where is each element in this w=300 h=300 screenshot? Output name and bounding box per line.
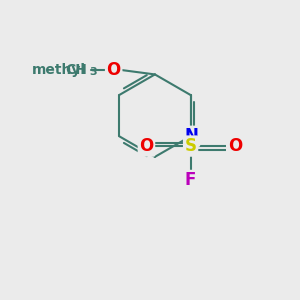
Text: methyl: methyl (32, 62, 86, 76)
Text: CH: CH (65, 62, 87, 76)
Text: 3: 3 (89, 68, 97, 77)
Text: F: F (185, 171, 196, 189)
Text: O: O (139, 137, 154, 155)
Text: S: S (184, 137, 196, 155)
Text: O: O (106, 61, 121, 79)
Text: O: O (228, 137, 242, 155)
Text: N: N (185, 127, 199, 145)
